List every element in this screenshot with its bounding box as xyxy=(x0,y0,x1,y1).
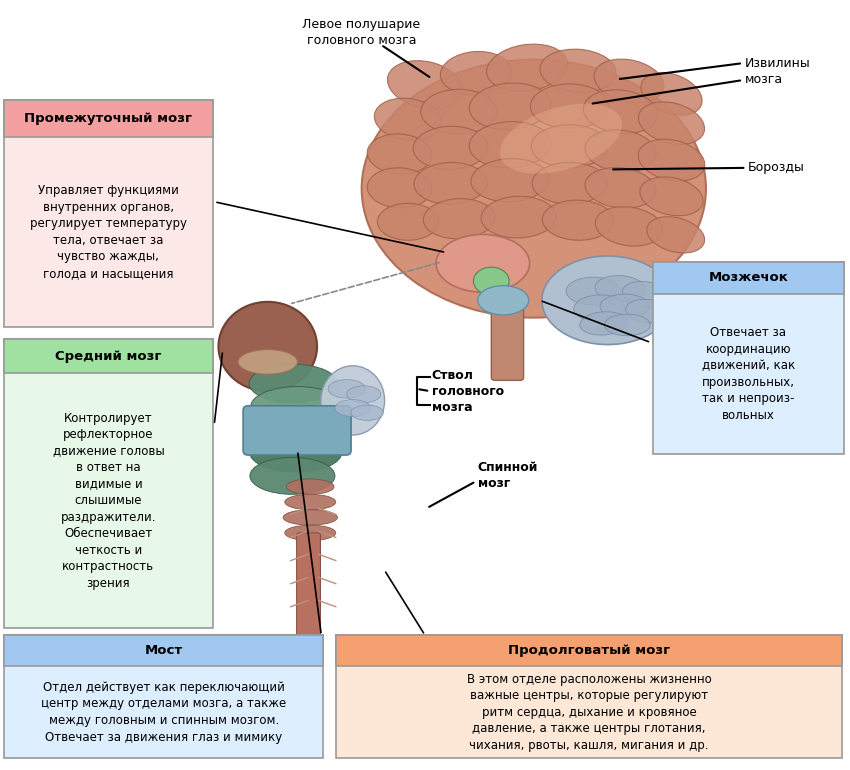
Text: Отдел действует как переключающий
центр между отделами мозга, а также
между голо: Отдел действует как переключающий центр … xyxy=(41,681,286,744)
Ellipse shape xyxy=(440,52,512,95)
Ellipse shape xyxy=(328,380,366,398)
Ellipse shape xyxy=(374,99,442,140)
Ellipse shape xyxy=(377,203,439,240)
Text: Мозжечок: Мозжечок xyxy=(709,272,788,284)
Ellipse shape xyxy=(486,44,568,92)
Ellipse shape xyxy=(530,84,609,129)
Ellipse shape xyxy=(478,286,529,315)
Ellipse shape xyxy=(531,125,608,168)
Ellipse shape xyxy=(469,122,551,168)
Text: Левое полушарие
головного мозга: Левое полушарие головного мозга xyxy=(303,18,420,47)
FancyBboxPatch shape xyxy=(243,406,351,455)
Ellipse shape xyxy=(500,103,622,174)
FancyBboxPatch shape xyxy=(4,100,212,327)
Circle shape xyxy=(218,302,317,391)
Ellipse shape xyxy=(250,434,342,472)
Ellipse shape xyxy=(335,400,371,417)
FancyBboxPatch shape xyxy=(4,635,323,666)
Ellipse shape xyxy=(471,159,549,202)
FancyBboxPatch shape xyxy=(653,262,844,294)
Ellipse shape xyxy=(574,295,625,321)
Ellipse shape xyxy=(251,387,344,427)
Text: Ствол
головного
мозга: Ствол головного мозга xyxy=(432,369,504,413)
Text: Мост: Мост xyxy=(144,644,183,657)
FancyBboxPatch shape xyxy=(336,635,842,666)
Ellipse shape xyxy=(580,312,627,335)
Ellipse shape xyxy=(640,177,703,216)
Ellipse shape xyxy=(321,366,385,435)
Ellipse shape xyxy=(285,494,336,510)
Text: Борозды: Борозды xyxy=(748,162,805,174)
Ellipse shape xyxy=(638,102,705,145)
Ellipse shape xyxy=(542,256,674,345)
Text: Продолговатый мозг: Продолговатый мозг xyxy=(508,644,670,657)
FancyBboxPatch shape xyxy=(4,339,212,628)
Ellipse shape xyxy=(367,168,432,208)
Ellipse shape xyxy=(595,206,663,246)
Ellipse shape xyxy=(542,200,614,240)
Text: Промежуточный мозг: Промежуточный мозг xyxy=(25,112,192,125)
Text: Извилины
мозга: Извилины мозга xyxy=(745,57,810,86)
Ellipse shape xyxy=(626,300,670,323)
Ellipse shape xyxy=(473,267,509,295)
Ellipse shape xyxy=(347,386,381,403)
Ellipse shape xyxy=(238,350,298,374)
FancyBboxPatch shape xyxy=(653,262,844,454)
Text: Спинной
мозг: Спинной мозг xyxy=(478,461,538,490)
Ellipse shape xyxy=(285,525,336,541)
Ellipse shape xyxy=(249,364,337,403)
Ellipse shape xyxy=(362,60,706,318)
Text: Управляет функциями
внутренних органов,
регулирует температуру
тела, отвечает за: Управляет функциями внутренних органов, … xyxy=(30,184,187,280)
Ellipse shape xyxy=(532,162,607,204)
FancyBboxPatch shape xyxy=(297,533,320,649)
Ellipse shape xyxy=(351,405,383,420)
Ellipse shape xyxy=(469,83,551,129)
Text: В этом отделе расположены жизненно
важные центры, которые регулируют
ритм сердца: В этом отделе расположены жизненно важны… xyxy=(467,673,711,752)
Text: Средний мозг: Средний мозг xyxy=(55,350,162,363)
Ellipse shape xyxy=(585,130,656,172)
FancyBboxPatch shape xyxy=(336,635,842,758)
FancyBboxPatch shape xyxy=(4,100,212,137)
Ellipse shape xyxy=(622,282,670,306)
Ellipse shape xyxy=(566,277,620,305)
Ellipse shape xyxy=(413,126,488,169)
Ellipse shape xyxy=(481,196,556,238)
Ellipse shape xyxy=(583,90,658,133)
Ellipse shape xyxy=(638,139,705,181)
Ellipse shape xyxy=(600,294,649,319)
Ellipse shape xyxy=(540,49,616,92)
Ellipse shape xyxy=(250,409,348,450)
Ellipse shape xyxy=(641,72,702,116)
FancyBboxPatch shape xyxy=(4,339,212,373)
Ellipse shape xyxy=(423,199,495,239)
Ellipse shape xyxy=(388,61,462,109)
Ellipse shape xyxy=(604,314,650,336)
Text: Контролирует
рефлекторное
движение головы
в ответ на
видимые и
слышимые
раздражи: Контролирует рефлекторное движение голов… xyxy=(53,411,164,590)
Text: Отвечает за
координацию
движений, как
произвольных,
так и непроиз-
вольных: Отвечает за координацию движений, как пр… xyxy=(702,326,795,422)
FancyBboxPatch shape xyxy=(491,301,524,380)
Ellipse shape xyxy=(594,59,664,102)
Ellipse shape xyxy=(250,457,335,494)
Ellipse shape xyxy=(421,89,497,134)
Ellipse shape xyxy=(283,510,337,525)
Ellipse shape xyxy=(436,235,530,293)
Ellipse shape xyxy=(647,216,705,253)
Ellipse shape xyxy=(367,134,432,174)
Ellipse shape xyxy=(414,162,487,204)
Ellipse shape xyxy=(585,168,656,208)
FancyBboxPatch shape xyxy=(4,635,323,758)
Ellipse shape xyxy=(595,276,646,302)
Ellipse shape xyxy=(286,479,334,494)
